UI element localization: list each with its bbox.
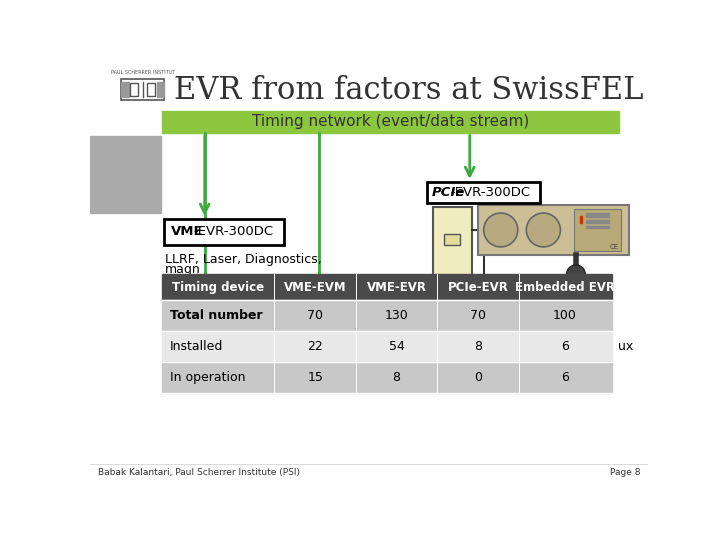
Text: VME-EVM: VME-EVM bbox=[284, 281, 346, 294]
Bar bbox=[163, 219, 284, 245]
Bar bbox=[356, 274, 437, 300]
Bar bbox=[148, 83, 155, 96]
Bar bbox=[274, 331, 356, 362]
Bar bbox=[437, 274, 518, 300]
Bar bbox=[274, 274, 356, 300]
Text: 6: 6 bbox=[561, 340, 569, 353]
Text: -EVR-300DC: -EVR-300DC bbox=[451, 186, 531, 199]
Bar bbox=[518, 362, 611, 393]
Bar bbox=[586, 213, 609, 217]
Bar bbox=[162, 111, 619, 132]
Text: VME-EVR: VME-EVR bbox=[366, 281, 426, 294]
Text: Total number: Total number bbox=[170, 309, 263, 322]
Text: 6: 6 bbox=[561, 371, 569, 384]
Circle shape bbox=[484, 213, 518, 247]
Text: Timing network (event/data stream): Timing network (event/data stream) bbox=[252, 114, 529, 129]
Text: Timing device: Timing device bbox=[172, 281, 264, 294]
Bar bbox=[518, 274, 611, 300]
Bar bbox=[586, 220, 609, 222]
Text: 70: 70 bbox=[470, 309, 486, 322]
Bar bbox=[437, 331, 518, 362]
Text: Embedded EVR: Embedded EVR bbox=[515, 281, 615, 294]
Bar bbox=[356, 362, 437, 393]
Bar bbox=[162, 300, 274, 331]
Bar bbox=[427, 182, 539, 204]
Circle shape bbox=[567, 265, 585, 284]
Bar bbox=[444, 234, 459, 245]
Circle shape bbox=[526, 213, 560, 247]
Text: 54: 54 bbox=[389, 340, 405, 353]
Text: ux: ux bbox=[618, 340, 633, 353]
Bar bbox=[274, 362, 356, 393]
Bar bbox=[437, 300, 518, 331]
Bar bbox=[518, 300, 611, 331]
Text: -EVR-300DC: -EVR-300DC bbox=[193, 225, 273, 238]
Text: 0: 0 bbox=[474, 371, 482, 384]
Bar bbox=[157, 82, 164, 97]
Bar bbox=[580, 217, 582, 222]
Bar bbox=[586, 226, 609, 228]
Text: 8: 8 bbox=[392, 371, 400, 384]
Text: Babak Kalantari, Paul Scherrer Institute (PSI): Babak Kalantari, Paul Scherrer Institute… bbox=[98, 468, 300, 477]
Text: 22: 22 bbox=[307, 340, 323, 353]
Text: VME: VME bbox=[171, 225, 204, 238]
Bar bbox=[121, 82, 129, 97]
Bar bbox=[518, 331, 611, 362]
Bar bbox=[130, 83, 138, 96]
Bar bbox=[274, 300, 356, 331]
Bar bbox=[477, 205, 629, 255]
Bar bbox=[437, 362, 518, 393]
Bar bbox=[121, 79, 164, 100]
Bar bbox=[162, 274, 274, 300]
Bar bbox=[162, 331, 274, 362]
Text: In operation: In operation bbox=[170, 371, 246, 384]
Text: 100: 100 bbox=[553, 309, 577, 322]
Bar bbox=[356, 300, 437, 331]
Text: magn: magn bbox=[165, 264, 201, 276]
Bar bbox=[162, 362, 274, 393]
Bar bbox=[433, 207, 472, 292]
Bar bbox=[90, 137, 161, 213]
Bar bbox=[575, 209, 621, 251]
Text: PAUL SCHERRER INSTITUT: PAUL SCHERRER INSTITUT bbox=[111, 70, 175, 75]
Bar bbox=[356, 331, 437, 362]
Text: PCIe: PCIe bbox=[432, 186, 465, 199]
Text: Installed: Installed bbox=[170, 340, 223, 353]
Text: LLRF, Laser, Diagnostics,: LLRF, Laser, Diagnostics, bbox=[165, 253, 322, 266]
Text: 15: 15 bbox=[307, 371, 323, 384]
Text: 130: 130 bbox=[384, 309, 408, 322]
Text: Page 8: Page 8 bbox=[610, 468, 640, 477]
Text: CE: CE bbox=[609, 244, 618, 250]
Text: 70: 70 bbox=[307, 309, 323, 322]
Text: PCIe-EVR: PCIe-EVR bbox=[447, 281, 508, 294]
Text: EVR from factors at SwissFEL: EVR from factors at SwissFEL bbox=[174, 76, 643, 106]
Text: 8: 8 bbox=[474, 340, 482, 353]
